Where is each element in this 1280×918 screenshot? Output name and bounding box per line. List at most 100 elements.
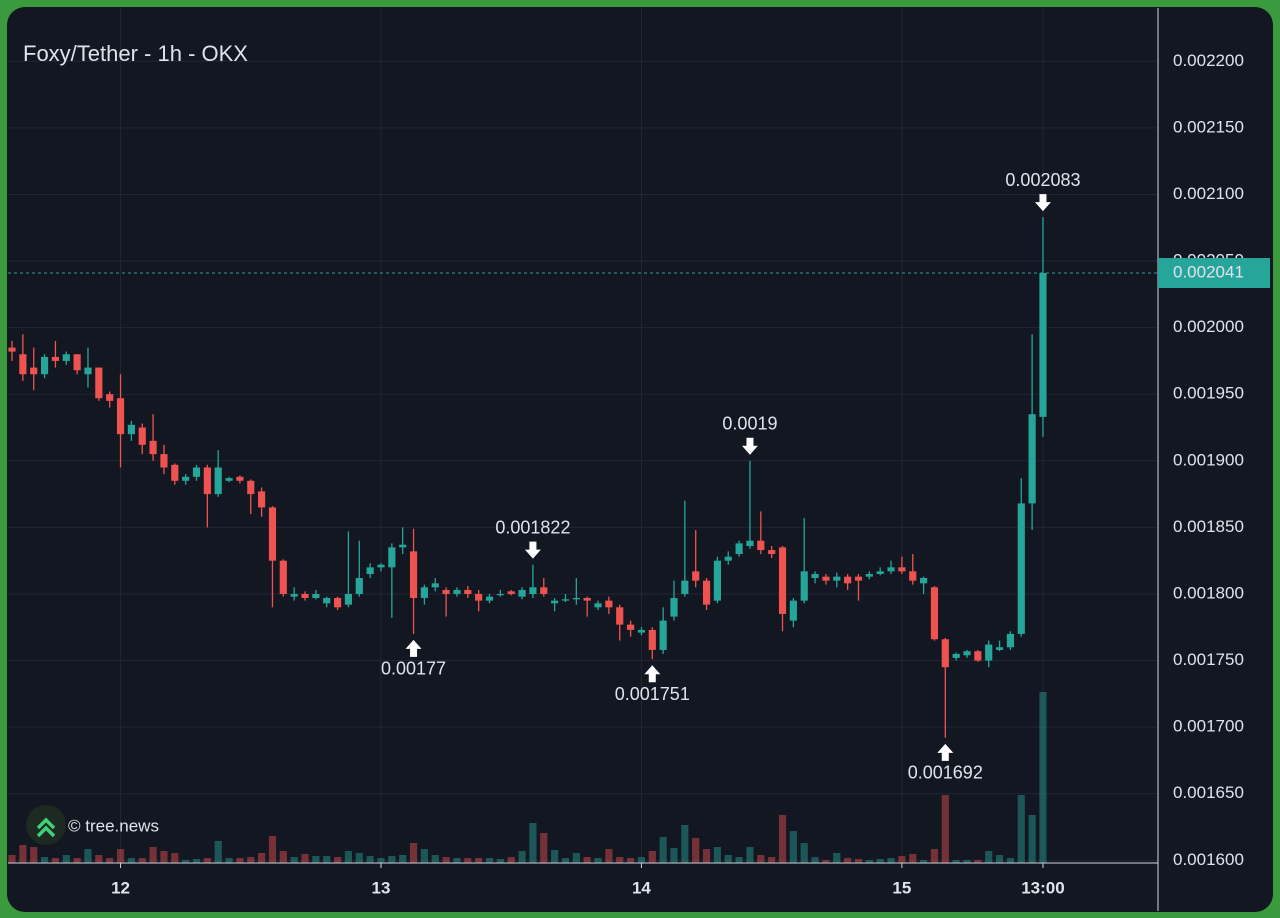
candle-body: [149, 440, 157, 455]
volume-bar: [854, 859, 863, 863]
volume-bar: [898, 856, 906, 863]
volume-bar: [800, 843, 808, 863]
candle-body: [572, 597, 580, 600]
volume-bar: [8, 855, 16, 863]
volume-bar: [974, 860, 982, 863]
volume-bar: [279, 851, 287, 863]
volume-bar: [702, 849, 711, 863]
extreme-arrow: [405, 639, 422, 657]
candle-body: [854, 576, 863, 581]
candle-body: [84, 367, 92, 375]
volume-bar: [420, 849, 428, 863]
volume-bar: [583, 857, 591, 863]
volume-bar: [160, 851, 168, 863]
volume-bar: [681, 825, 689, 863]
y-tick-label: 0.001750: [1173, 650, 1244, 669]
volume-bar: [692, 838, 700, 863]
last-price-label: 0.002041: [1173, 263, 1244, 282]
candle-body: [681, 580, 689, 594]
volume-bar: [214, 841, 222, 863]
candle-body: [73, 354, 81, 371]
volume-bar: [724, 855, 732, 863]
volume-bar: [735, 857, 743, 863]
candle-body: [952, 653, 960, 658]
volume-bar: [73, 858, 81, 863]
volume-bar: [876, 859, 884, 863]
candle-body: [768, 550, 776, 555]
candle-body: [724, 556, 732, 561]
volume-bar: [290, 857, 298, 863]
y-tick-label: 0.001650: [1173, 783, 1244, 802]
volume-bar: [203, 858, 211, 863]
extreme-arrow: [937, 743, 954, 761]
y-tick-label: 0.001850: [1173, 517, 1244, 536]
candle-body: [431, 583, 439, 588]
volume-bar: [225, 858, 233, 863]
x-tick-label: 13:00: [1021, 878, 1064, 897]
candle-body: [974, 651, 982, 661]
candle-body: [301, 593, 309, 598]
last-price-tag: [1158, 258, 1270, 289]
volume-bar: [670, 848, 678, 863]
volume-bar: [920, 860, 928, 863]
volume-bar: [127, 858, 135, 863]
volume-bar: [192, 859, 201, 863]
candle-body: [865, 574, 873, 577]
y-tick-label: 0.002150: [1173, 117, 1244, 136]
volume-bar: [551, 850, 559, 863]
candle-body: [40, 356, 49, 375]
candle-body: [637, 629, 646, 633]
candle-body: [887, 567, 895, 572]
volume-bar: [637, 857, 646, 863]
candle-body: [551, 600, 559, 604]
volume-bar: [323, 856, 331, 863]
candle-body: [138, 427, 146, 445]
candle-body: [323, 597, 331, 604]
chart-title: Foxy/Tether - 1h - OKX: [23, 41, 248, 66]
volume-bar: [941, 795, 949, 863]
candle-body: [605, 600, 613, 608]
y-tick-label: 0.001600: [1173, 850, 1244, 869]
y-tick-label: 0.002000: [1173, 317, 1244, 336]
candle-body: [985, 644, 993, 661]
volume-bar: [312, 856, 320, 863]
candle-body: [1028, 414, 1036, 504]
volume-bar: [887, 858, 895, 863]
x-tick-label: 14: [632, 878, 651, 897]
candle-body: [713, 560, 721, 601]
volume-bar: [1028, 815, 1036, 863]
volume-bar: [236, 858, 244, 863]
candle-body: [399, 544, 407, 548]
volume-bar: [366, 856, 374, 863]
y-tick-label: 0.001900: [1173, 450, 1244, 469]
candle-body: [182, 476, 190, 481]
volume-bar: [442, 857, 450, 863]
candle-body: [963, 651, 971, 656]
volume-bar: [518, 851, 526, 863]
candle-body: [442, 589, 450, 594]
candle-body: [258, 491, 266, 508]
extreme-arrow: [1034, 194, 1051, 212]
candle-body: [160, 454, 168, 468]
candle-body: [203, 467, 211, 495]
candle-body: [659, 620, 667, 650]
volume-bar: [507, 857, 515, 863]
volume-bar: [388, 856, 396, 863]
candle-body: [268, 507, 277, 561]
volume-bar: [355, 853, 363, 863]
candle-body: [800, 571, 808, 601]
volume-bar: [757, 855, 765, 863]
volume-bar: [985, 851, 993, 863]
candle-body: [811, 574, 819, 578]
candle-body: [507, 591, 515, 594]
candle-body: [279, 560, 287, 594]
candle-body: [518, 589, 526, 597]
volume-bar: [149, 847, 157, 863]
y-tick-label: 0.002200: [1173, 51, 1244, 70]
candle-body: [746, 540, 754, 547]
candle-body: [930, 587, 939, 640]
volume-bar: [62, 855, 70, 863]
candle-body: [8, 347, 16, 352]
panel: [7, 7, 1273, 912]
